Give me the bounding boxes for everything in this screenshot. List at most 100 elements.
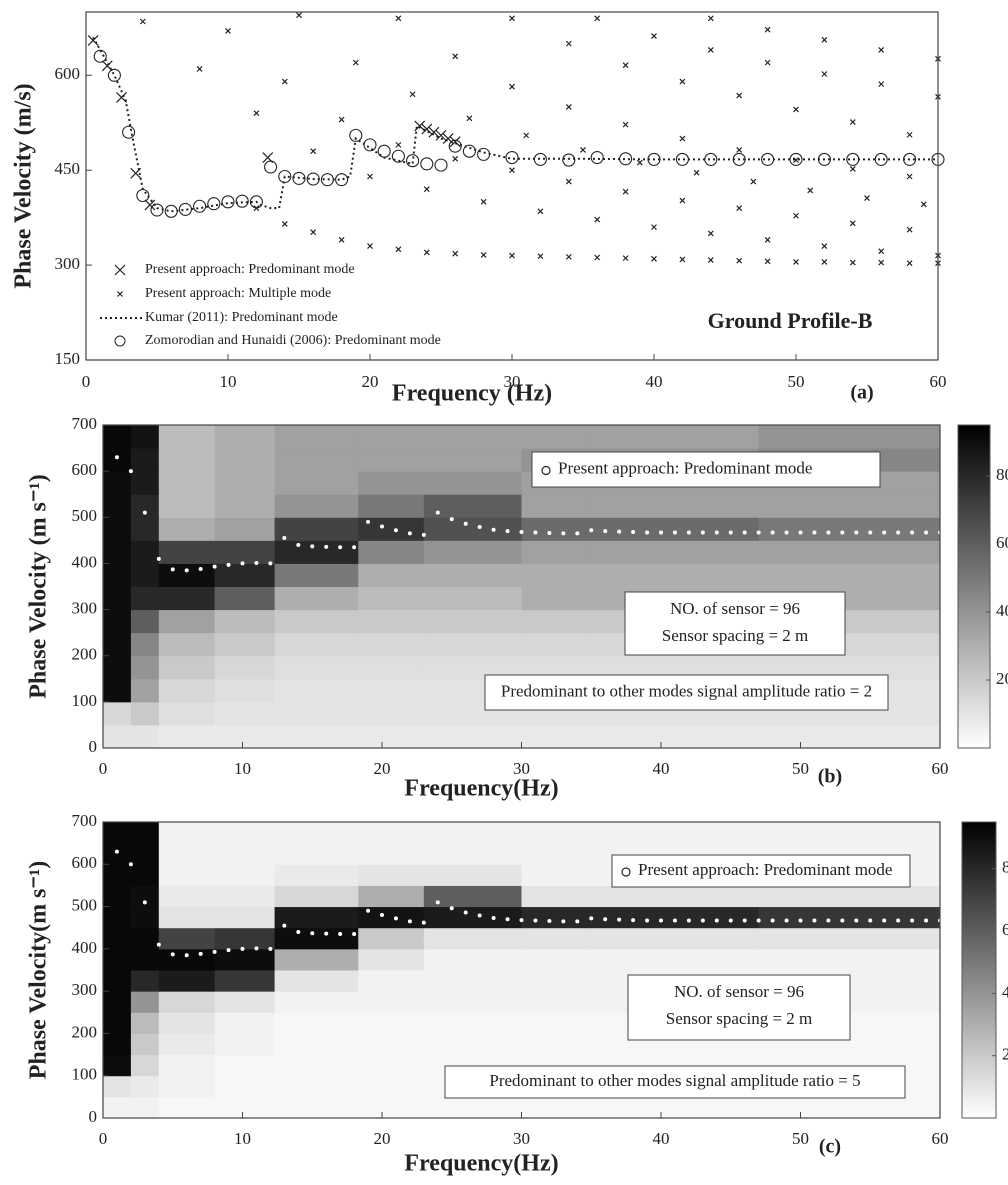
data-point [170, 567, 175, 572]
heat-cell [214, 822, 276, 844]
heat-cell [423, 822, 522, 844]
heat-cell [274, 1033, 359, 1056]
heat-cell [274, 1075, 359, 1098]
data-point [421, 123, 433, 135]
data-point [281, 78, 288, 85]
heat-cell [521, 609, 585, 634]
data-point [310, 544, 315, 549]
heat-cell [158, 991, 216, 1013]
heat-cell [358, 425, 425, 449]
legend-label: Kumar (2011): Predominant mode [145, 310, 338, 325]
heat-cell [758, 927, 941, 950]
heat-cell [130, 885, 160, 908]
legend-label: Present approach: Predominant mode [638, 860, 892, 879]
data-point [93, 49, 107, 63]
heat-cell [214, 1033, 276, 1056]
data-point [435, 129, 447, 141]
data-point [395, 141, 402, 148]
data-point [338, 116, 345, 123]
heat-cell [130, 471, 160, 495]
data-point [750, 178, 757, 185]
data-point [821, 36, 828, 43]
data-point [756, 530, 761, 535]
heat-cell [423, 425, 522, 449]
heat-cell [358, 632, 425, 657]
data-point [812, 530, 817, 535]
data-point [462, 144, 476, 158]
heat-cell [214, 1054, 276, 1077]
panel: Present approach: Predominant mode Presen… [11, 11, 947, 407]
heat-cell [274, 609, 359, 634]
x-tick-label: 30 [513, 1129, 530, 1148]
heat-cell [158, 864, 216, 886]
heat-cell [103, 1033, 132, 1056]
data-point [882, 530, 887, 535]
data-point [868, 918, 873, 923]
data-point [547, 918, 552, 923]
data-point [477, 913, 482, 918]
data-point [590, 150, 604, 165]
heat-cell [521, 885, 585, 908]
data-point [170, 952, 175, 957]
data-point [821, 259, 828, 265]
data-point [509, 83, 515, 90]
y-tick-label: 700 [72, 811, 98, 830]
heat-cell [158, 655, 216, 680]
heat-cell [158, 586, 216, 611]
data-point [207, 197, 221, 211]
data-point [575, 919, 580, 924]
data-point [764, 59, 771, 66]
data-point [198, 566, 203, 571]
legend-label: Present approach: Multiple mode [145, 286, 331, 301]
data-point [225, 28, 231, 34]
data-point [756, 918, 761, 923]
heat-cell [274, 822, 359, 844]
data-point [826, 918, 831, 923]
legend-label: Zomorodian and Hunaidi (2006): Predomina… [145, 333, 441, 348]
data-point [700, 530, 705, 535]
data-point [212, 949, 217, 954]
heat-cell [358, 1012, 425, 1034]
heat-cell [521, 517, 585, 541]
heat-cell [584, 494, 760, 518]
x-tick-label: 0 [99, 1129, 108, 1148]
data-point [562, 153, 576, 167]
heat-cell [130, 864, 160, 886]
heat-cell [103, 425, 132, 449]
data-point [324, 931, 329, 936]
heat-cell [274, 1054, 359, 1077]
data-point [448, 139, 462, 153]
data-point [335, 173, 349, 187]
heat-cell [358, 843, 425, 865]
heat-cell [103, 927, 132, 950]
data-point [603, 529, 608, 534]
heat-cell [103, 1096, 132, 1119]
data-point [622, 62, 629, 69]
legend-marker [117, 291, 123, 297]
data-point [240, 561, 245, 566]
y-tick-label: 0 [89, 1107, 98, 1126]
data-point [296, 542, 301, 547]
heat-cell [214, 632, 276, 657]
data-point [864, 195, 870, 201]
data-point [793, 212, 799, 219]
data-point [707, 230, 714, 237]
heat-cell [158, 843, 216, 865]
heat-cell [130, 678, 160, 703]
legend-marker [114, 264, 126, 276]
data-point [363, 138, 377, 152]
data-point [686, 918, 691, 923]
heat-cell [423, 948, 522, 971]
heat-cell [758, 885, 941, 908]
heat-cell [158, 494, 216, 518]
heat-cell [521, 906, 585, 929]
data-point [878, 47, 885, 53]
heat-cell [103, 517, 132, 541]
colorbar [957, 424, 991, 749]
heat-cell [758, 724, 941, 749]
data-point [310, 229, 317, 236]
heat-cell [214, 1075, 276, 1098]
data-point [846, 152, 860, 166]
x-tick-label: 10 [220, 372, 237, 391]
data-point [414, 120, 426, 132]
